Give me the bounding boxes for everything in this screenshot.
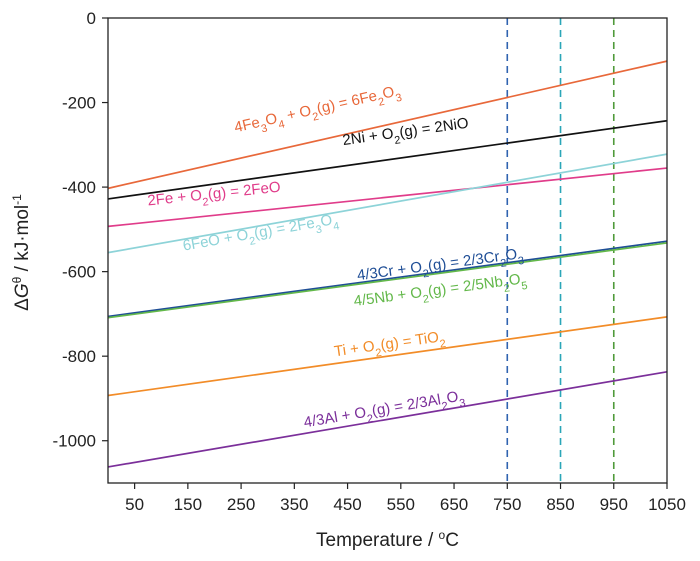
x-tick-label: 550 [387, 495, 415, 514]
x-tick-label: 850 [546, 495, 574, 514]
x-tick-label: 650 [440, 495, 468, 514]
series-line-4 [107, 240, 668, 318]
series-line-6 [107, 316, 668, 397]
y-axis-ticks: 0 -200 -400 -600 -800 -1000 [53, 9, 108, 451]
x-tick-label: 950 [600, 495, 628, 514]
x-tick-label: 50 [125, 495, 144, 514]
x-tick-label: 150 [174, 495, 202, 514]
series-line-2 [107, 167, 668, 228]
x-axis-ticks: 50 150 250 350 450 550 650 750 850 950 1050 [125, 483, 686, 514]
series-label-7: 4/3Al + O2(g) = 2/3Al2O3 [302, 387, 466, 436]
x-tick-label: 250 [227, 495, 255, 514]
y-tick-label: 0 [87, 9, 96, 28]
series-line-5 [107, 242, 668, 319]
x-tick-label: 750 [493, 495, 521, 514]
series-line-1 [107, 119, 668, 200]
y-tick-label: -800 [62, 347, 96, 366]
x-tick-label: 1050 [648, 495, 686, 514]
series-label-6: Ti + O2(g) = TiO2 [333, 328, 447, 365]
y-axis-title: ΔGθ / kJ·mol-1 [10, 194, 33, 311]
x-tick-label: 450 [333, 495, 361, 514]
y-tick-label: -1000 [53, 432, 96, 451]
y-tick-label: -200 [62, 94, 96, 113]
series-line-7 [107, 370, 668, 468]
series-line-0 [107, 60, 668, 190]
y-tick-label: -400 [62, 178, 96, 197]
series-line-3 [107, 153, 668, 254]
series-lines [107, 60, 668, 468]
x-axis-title: Temperature / oC [316, 528, 459, 551]
y-tick-label: -600 [62, 263, 96, 282]
x-tick-label: 350 [280, 495, 308, 514]
series-label-3: 6FeO + O2(g) = 2Fe3O4 [181, 210, 340, 259]
plot-frame [107, 17, 668, 484]
